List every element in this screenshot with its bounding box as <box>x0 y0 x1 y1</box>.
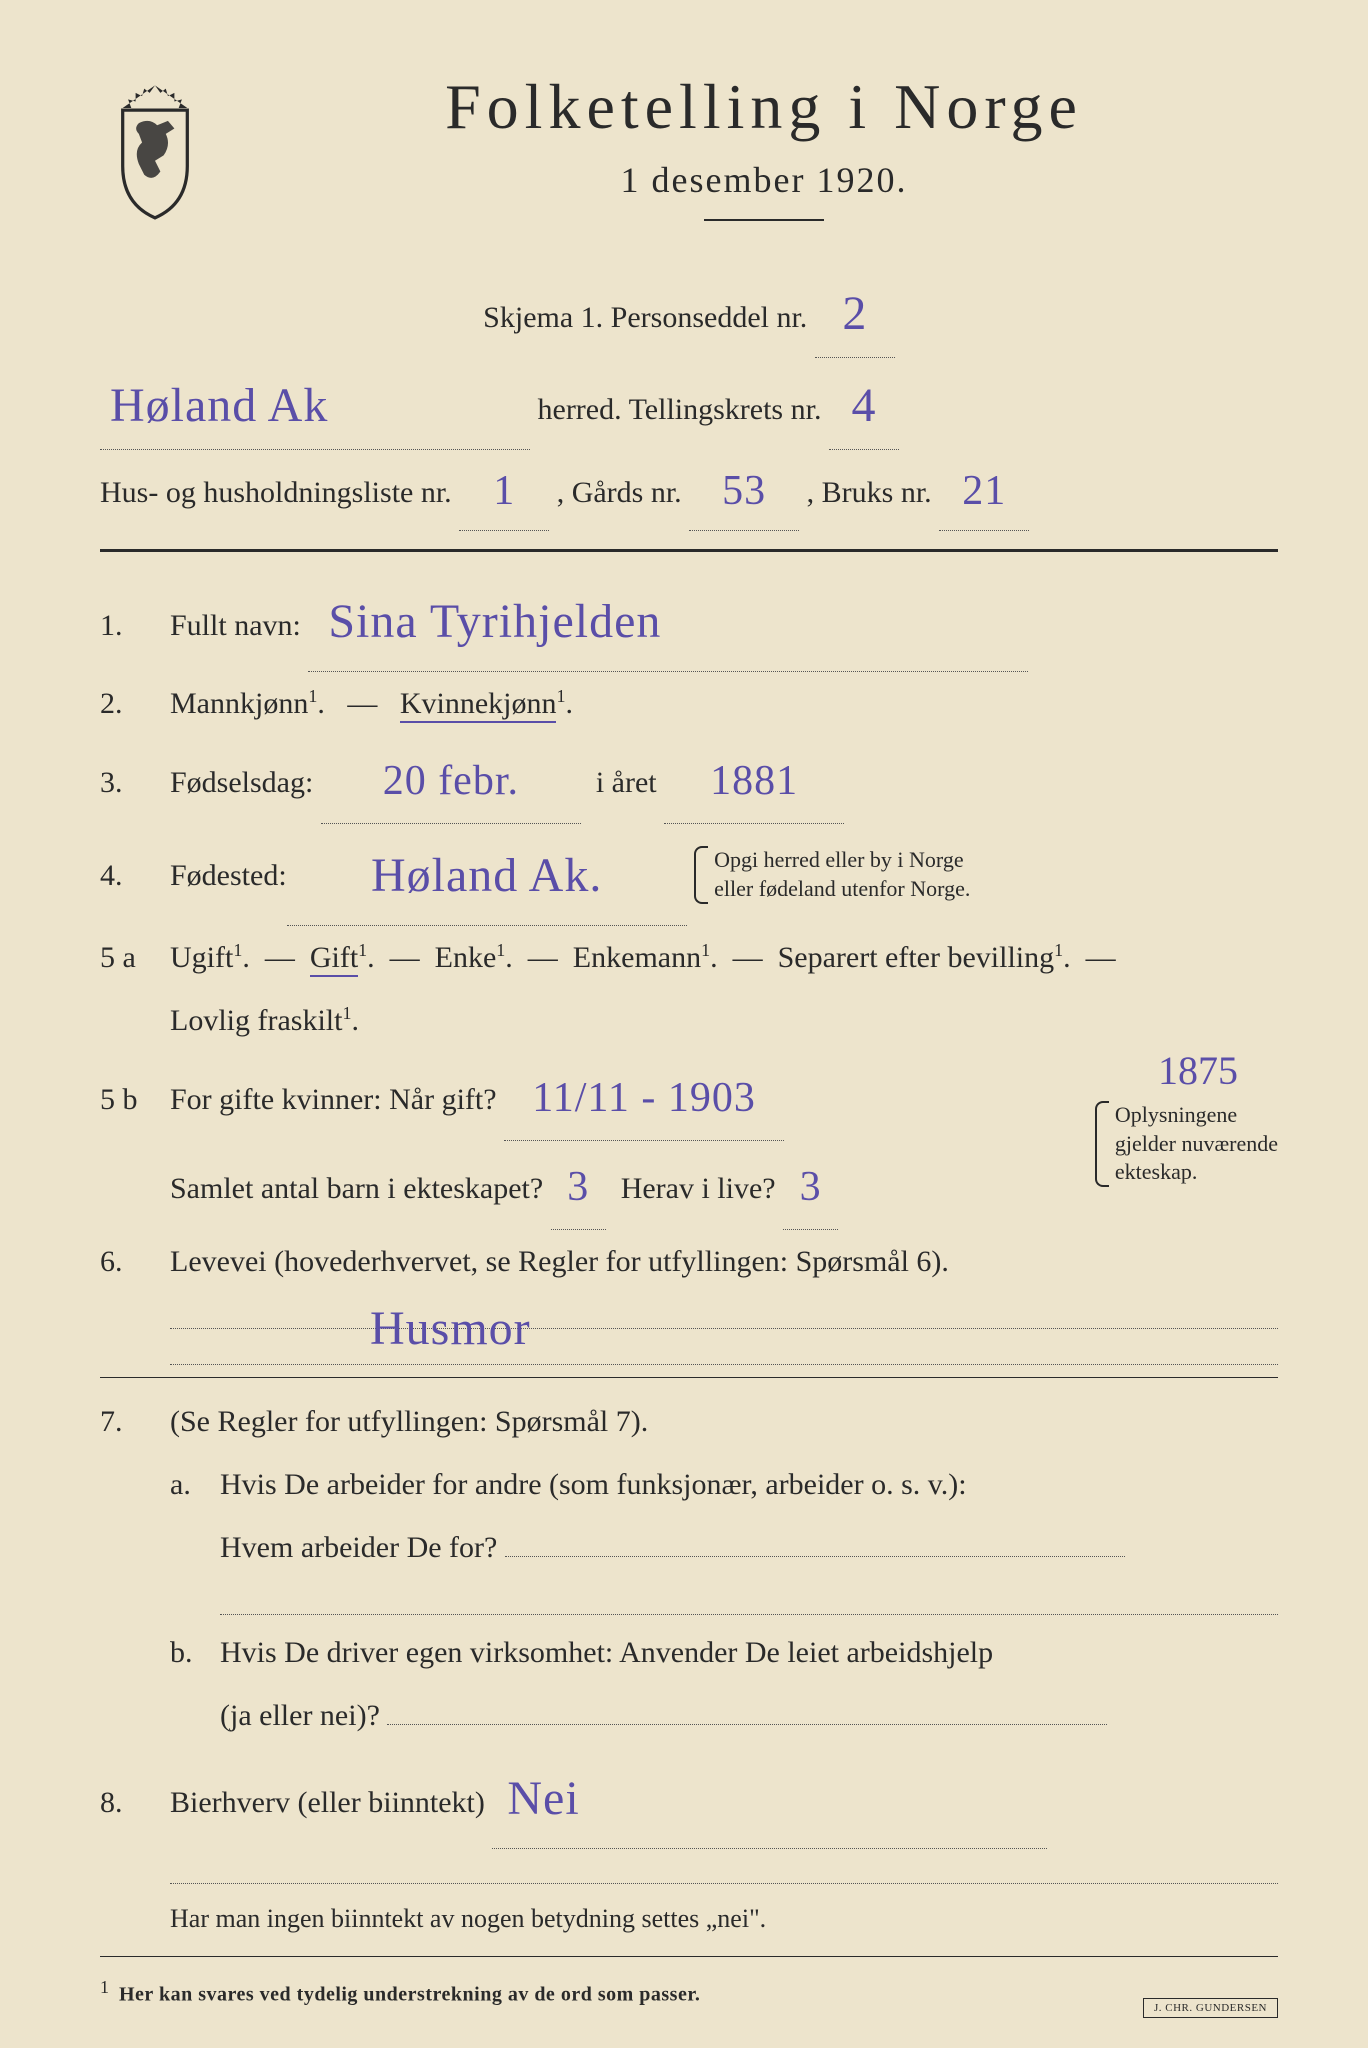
q2-mann: Mannkjønn <box>170 687 308 720</box>
q5b-total: 3 <box>567 1164 589 1210</box>
gards-nr: 53 <box>722 468 766 514</box>
q3-label: Fødselsdag: <box>170 766 313 799</box>
q5b-note-l1: Oplysningene <box>1115 1102 1237 1127</box>
q2-row: 2. Mannkjønn1. — Kvinnekjønn1. <box>100 672 1278 735</box>
gards-label: , Gårds nr. <box>557 476 682 509</box>
q5a-gift: Gift <box>310 941 358 977</box>
tellingskrets-nr: 4 <box>851 379 876 432</box>
meta-line-3: Hus- og husholdningsliste nr. 1 , Gårds … <box>100 450 1278 531</box>
q6-row: 6. Levevei (hovederhvervet, se Regler fo… <box>100 1230 1278 1293</box>
q7b-num: b. <box>170 1621 220 1684</box>
q6-label: Levevei (hovederhvervet, se Regler for u… <box>170 1245 949 1278</box>
subtitle-date: 1 desember 1920. <box>250 159 1278 201</box>
thin-rule-1 <box>100 1377 1278 1378</box>
q5a-num: 5 a <box>100 926 170 989</box>
q5b-note-l3: ekteskap. <box>1115 1159 1197 1184</box>
q3-year: 1881 <box>710 758 798 804</box>
q1-row: 1. Fullt navn: Sina Tyrihjelden <box>100 570 1278 672</box>
bruks-nr: 21 <box>962 468 1006 514</box>
title-rule <box>704 219 824 221</box>
q5b-l1a: For gifte kvinner: Når gift? <box>170 1083 497 1116</box>
q3-day: 20 febr. <box>383 758 519 804</box>
husliste-label: Hus- og husholdningsliste nr. <box>100 476 452 509</box>
q5a-separert: Separert efter bevilling <box>778 941 1055 974</box>
q5b-row2: Samlet antal barn i ekteskapet? 3 Herav … <box>100 1141 1278 1230</box>
q1-value: Sina Tyrihjelden <box>328 595 661 648</box>
q8-label: Bierhverv (eller biinntekt) <box>170 1786 485 1819</box>
q1-label: Fullt navn: <box>170 609 301 642</box>
q5a-fraskilt: Lovlig fraskilt <box>170 1004 342 1037</box>
q8-value: Nei <box>507 1772 579 1825</box>
husliste-nr: 1 <box>493 468 515 514</box>
census-form-page: Folketelling i Norge 1 desember 1920. Sk… <box>0 0 1368 2048</box>
q7a-l1: Hvis De arbeider for andre (som funksjon… <box>220 1468 967 1501</box>
section-rule-1 <box>100 549 1278 552</box>
q5a-row2: Lovlig fraskilt1. <box>100 989 1278 1052</box>
q5b-margin-year: 1875 <box>1158 1047 1238 1094</box>
q3-mid: i året <box>596 766 657 799</box>
q3-row: 3. Fødselsdag: 20 febr. i året 1881 <box>100 735 1278 824</box>
q7-row: 7. (Se Regler for utfyllingen: Spørsmål … <box>100 1390 1278 1453</box>
q7-label: (Se Regler for utfyllingen: Spørsmål 7). <box>170 1405 648 1438</box>
q5b-l2b: Herav i live? <box>621 1172 776 1205</box>
skjema-label: Skjema 1. Personseddel nr. <box>483 301 807 334</box>
footer-hint-text: Har man ingen biinntekt av nogen betydni… <box>170 1904 766 1933</box>
q5b-marriage: 11/11 - 1903 <box>532 1075 756 1121</box>
q4-value: Høland Ak. <box>371 849 602 902</box>
main-title: Folketelling i Norge <box>250 70 1278 144</box>
personseddel-nr: 2 <box>842 287 867 340</box>
q5b-note-l2: gjelder nuværende <box>1115 1131 1278 1156</box>
q7a-l2: Hvem arbeider De for? <box>220 1531 497 1564</box>
q5b-alive: 3 <box>800 1164 822 1210</box>
q7a-blank <box>220 1585 1278 1615</box>
herred-label: herred. Tellingskrets nr. <box>538 393 822 426</box>
q4-note-l1: Opgi herred eller by i Norge <box>714 847 963 872</box>
header: Folketelling i Norge 1 desember 1920. <box>100 70 1278 246</box>
q7a-row2: Hvem arbeider De for? <box>170 1516 1278 1579</box>
q4-row: 4. Fødested: Høland Ak. Opgi herred elle… <box>100 824 1278 926</box>
q5b-note: Oplysningene gjelder nuværende ekteskap. <box>1095 1101 1278 1187</box>
meta-line-2: Høland Ak herred. Tellingskrets nr. 4 <box>100 358 1278 450</box>
footnote-text: Her kan svares ved tydelig understreknin… <box>119 1983 700 2005</box>
q8-blank <box>170 1855 1278 1885</box>
q6-value: Husmor <box>370 1301 531 1330</box>
q7a-num: a. <box>170 1453 220 1516</box>
printer-mark: J. CHR. GUNDERSEN <box>1143 1998 1278 2018</box>
footer-hint: Har man ingen biinntekt av nogen betydni… <box>170 1894 1278 1943</box>
coat-of-arms-icon <box>100 80 210 220</box>
q5a-enke: Enke <box>435 941 497 974</box>
q5a-row: 5 a Ugift1. — Gift1. — Enke1. — Enkemann… <box>100 926 1278 989</box>
q7b-l1: Hvis De driver egen virksomhet: Anvender… <box>220 1636 993 1669</box>
q4-label: Fødested: <box>170 844 287 907</box>
q2-kvinne: Kvinnekjønn <box>400 687 557 723</box>
q8-row: 8. Bierhverv (eller biinntekt) Nei <box>100 1747 1278 1849</box>
q5b-l2a: Samlet antal barn i ekteskapet? <box>170 1172 543 1205</box>
q4-note: Opgi herred eller by i Norge eller fødel… <box>694 846 970 903</box>
q5a-enkemann: Enkemann <box>573 941 701 974</box>
q2-num: 2. <box>100 672 170 735</box>
q4-note-l2: eller fødeland utenfor Norge. <box>714 876 970 901</box>
q7-num: 7. <box>100 1390 170 1453</box>
q7b-l2: (ja eller nei)? <box>220 1699 380 1732</box>
thin-rule-2 <box>100 1956 1278 1957</box>
footnote-num: 1 <box>100 1977 109 1997</box>
q3-num: 3. <box>100 751 170 814</box>
meta-line-1: Skjema 1. Personseddel nr. 2 <box>100 266 1278 358</box>
q4-num: 4. <box>100 844 170 907</box>
q6-blank-1: Husmor <box>170 1299 1278 1329</box>
q5a-ugift: Ugift <box>170 941 233 974</box>
q6-blank-2 <box>170 1335 1278 1365</box>
bruks-label: , Bruks nr. <box>807 476 932 509</box>
title-block: Folketelling i Norge 1 desember 1920. <box>250 70 1278 246</box>
q2-dash: — <box>347 687 377 720</box>
q7a-row: a. Hvis De arbeider for andre (som funks… <box>170 1453 1278 1516</box>
q7b-row2: (ja eller nei)? <box>170 1684 1278 1747</box>
q8-num: 8. <box>100 1771 170 1834</box>
herred-name: Høland Ak <box>110 379 328 432</box>
q7b-row: b. Hvis De driver egen virksomhet: Anven… <box>170 1621 1278 1684</box>
q6-num: 6. <box>100 1230 170 1293</box>
q1-num: 1. <box>100 594 170 657</box>
q5b-num: 5 b <box>100 1068 170 1131</box>
footnote: 1 Her kan svares ved tydelig understrekn… <box>100 1977 1278 2007</box>
